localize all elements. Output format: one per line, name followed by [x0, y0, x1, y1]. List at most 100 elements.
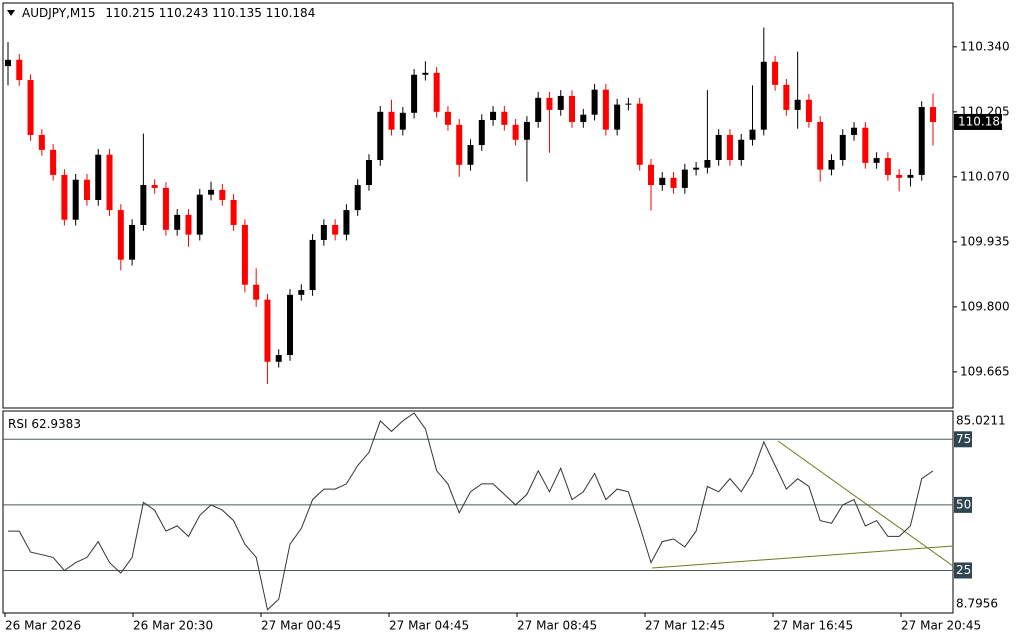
candle-body: [16, 59, 23, 81]
candle-body: [805, 99, 812, 122]
candle-body: [61, 174, 68, 220]
candle-body: [490, 111, 497, 121]
rsi-min-label: 8.7956: [956, 597, 998, 611]
y-tick-label: 110.070: [960, 169, 1010, 183]
candle-body: [726, 134, 733, 160]
candle-body: [5, 59, 11, 67]
candle-body: [309, 239, 316, 291]
candle-body: [930, 107, 936, 122]
rsi-line: [8, 412, 934, 611]
candle-body: [50, 149, 57, 175]
x-tick-label: 27 Mar 20:45: [901, 619, 981, 633]
rsi-value: 62.9383: [31, 417, 81, 431]
candle-body: [591, 89, 598, 115]
candle-body: [365, 159, 372, 186]
candle-body: [196, 194, 203, 235]
candle-body: [411, 74, 418, 113]
symbol: AUDJPY,M15: [22, 6, 96, 20]
candle-body: [817, 121, 824, 170]
candle-body: [851, 127, 858, 135]
candle-body: [106, 154, 113, 211]
candle-body: [377, 111, 384, 160]
candle-body: [794, 99, 801, 110]
candle-body: [896, 174, 903, 178]
candle-body: [230, 199, 237, 226]
candle-body: [884, 158, 891, 175]
candle-body: [523, 121, 530, 140]
candle-body: [557, 95, 564, 110]
candle-body: [760, 61, 767, 130]
level-label: 75: [956, 432, 971, 446]
candle-body: [287, 294, 294, 356]
ohlc-close: 110.184: [266, 6, 316, 20]
candle-body: [264, 299, 271, 362]
candle-body: [512, 124, 519, 140]
candle-body: [95, 154, 102, 200]
level-tag: [954, 496, 972, 513]
candle-body: [580, 114, 587, 122]
x-tick-label: 27 Mar 08:45: [517, 619, 597, 633]
candle-body: [828, 159, 835, 170]
ohlc-low: 110.135: [212, 6, 262, 20]
x-tick-label: 27 Mar 12:45: [645, 619, 725, 633]
candle-body: [83, 179, 90, 200]
candle-body: [298, 290, 305, 295]
candle-body: [659, 177, 666, 186]
candle-body: [354, 185, 361, 211]
rsi-panel: [2, 410, 954, 614]
candle-body: [862, 127, 869, 163]
candle-body: [320, 225, 327, 240]
x-tick-label: 27 Mar 04:45: [389, 619, 469, 633]
trendline: [651, 545, 954, 569]
candle-body: [467, 145, 474, 165]
candle-body: [715, 134, 722, 160]
candle-body: [174, 214, 181, 230]
candle-body: [241, 225, 248, 285]
candle-body: [569, 95, 576, 122]
candle-body: [253, 284, 260, 300]
price-tag: [954, 113, 1002, 130]
candle-body: [275, 355, 282, 362]
rsi-title: RSI 62.9383: [8, 417, 81, 431]
candle-body: [140, 185, 147, 226]
candle-body: [546, 97, 553, 110]
rsi-name: RSI: [8, 417, 28, 431]
y-tick-label: 109.935: [960, 234, 1010, 248]
candle-body: [535, 97, 542, 122]
y-tick-label: 109.665: [960, 364, 1010, 378]
rsi-max-label: 85.0211: [956, 414, 1006, 428]
candle-body: [839, 134, 846, 160]
candle-body: [749, 129, 756, 140]
level-label: 50: [956, 497, 971, 511]
level-tag: [954, 431, 972, 448]
candle-body: [602, 89, 609, 130]
current-price: 110.184: [958, 114, 1008, 128]
candle-body: [151, 185, 158, 188]
candle-body: [162, 187, 169, 230]
candle-body: [72, 179, 79, 220]
ohlc-open: 110.215: [105, 6, 155, 20]
candle-body: [625, 103, 632, 105]
candle-body: [343, 210, 350, 235]
candle-body: [873, 158, 880, 163]
x-tick-label: 26 Mar 20:30: [133, 619, 213, 633]
candle-body: [670, 177, 677, 188]
candle-body: [636, 103, 643, 165]
candle-body: [783, 84, 790, 110]
candle-body: [444, 111, 451, 125]
x-tick-label: 26 Mar 2026: [5, 619, 81, 633]
candle-body: [399, 112, 406, 130]
candle-body: [501, 111, 508, 125]
candle-body: [208, 189, 215, 195]
candle-body: [388, 111, 395, 130]
candle-body: [614, 104, 621, 130]
level-label: 25: [956, 563, 971, 577]
candle-body: [27, 80, 34, 135]
ohlc-high: 110.243: [159, 6, 209, 20]
candle-body: [332, 225, 339, 235]
candle-body: [772, 61, 779, 85]
menu-arrow[interactable]: [7, 10, 15, 16]
candle-body: [681, 169, 688, 188]
x-tick-label: 27 Mar 16:45: [773, 619, 853, 633]
